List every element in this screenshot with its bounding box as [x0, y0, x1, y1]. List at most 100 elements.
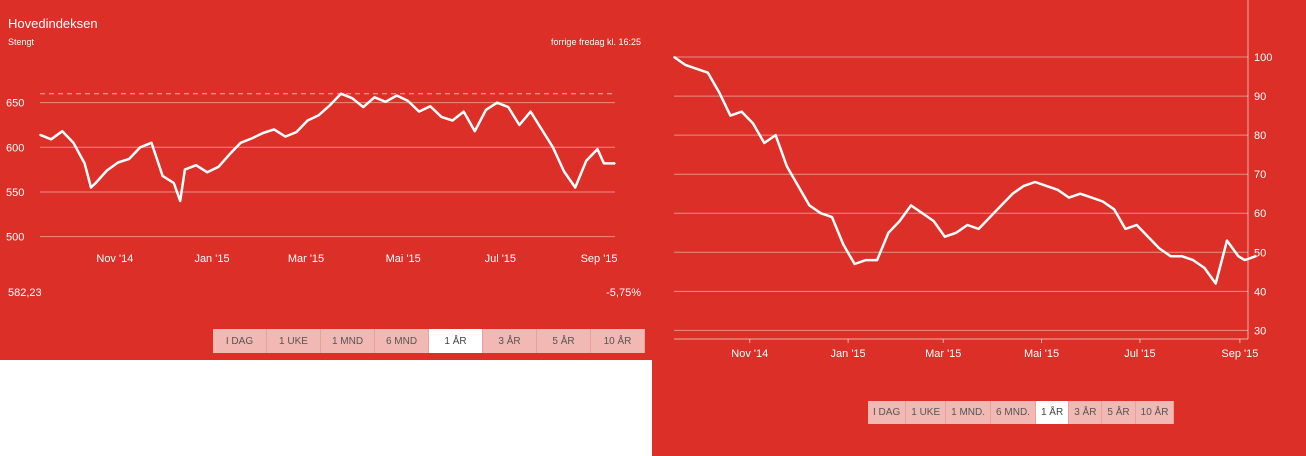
data-point: [1056, 189, 1059, 191]
tab-1-mnd[interactable]: 1 MND: [321, 329, 375, 353]
data-point: [61, 130, 64, 133]
data-point: [989, 216, 991, 218]
x-tick-label: Nov '14: [731, 348, 768, 360]
y-tick-label: 70: [1254, 169, 1266, 181]
data-point: [921, 212, 924, 215]
data-point: [763, 142, 766, 144]
data-point: [284, 135, 287, 138]
data-point: [451, 119, 454, 122]
tab-1-uke[interactable]: 1 UKE: [267, 329, 321, 353]
tab-1-ar[interactable]: 1 ÅR: [1035, 401, 1070, 424]
data-point: [1034, 181, 1036, 183]
data-point: [540, 128, 543, 131]
data-point: [966, 224, 969, 226]
x-tick-label: Nov '14: [96, 253, 133, 265]
y-tick-label: 500: [6, 232, 24, 244]
data-point: [50, 138, 52, 141]
tab-1-uke[interactable]: 1 UKE: [906, 401, 947, 424]
data-point: [1147, 235, 1149, 238]
data-point: [729, 114, 732, 117]
data-point: [797, 185, 799, 187]
data-point: [195, 164, 197, 166]
last-update-timestamp: forrige fredag kl. 16:25: [550, 37, 641, 47]
data-point: [429, 105, 432, 108]
data-point: [831, 216, 833, 218]
data-point: [1203, 267, 1206, 269]
data-point: [351, 97, 353, 99]
tab-i-dag[interactable]: I DAG: [868, 401, 907, 424]
data-point: [1181, 255, 1183, 257]
tab-i-dag[interactable]: I DAG: [213, 329, 267, 353]
data-point: [718, 91, 720, 93]
market-status: Stengt: [8, 37, 35, 47]
data-point: [932, 220, 935, 222]
data-point: [774, 134, 777, 136]
data-point: [106, 169, 108, 172]
data-point: [563, 170, 565, 173]
data-point: [94, 182, 97, 184]
y-tick-label: 50: [1254, 247, 1266, 259]
data-point: [306, 119, 309, 122]
data-point: [496, 101, 498, 104]
data-point: [340, 92, 342, 95]
data-point: [139, 146, 142, 149]
data-point: [707, 71, 709, 74]
x-tick-label: Jan '15: [194, 253, 229, 265]
x-tick-label: Jan '15: [831, 348, 866, 360]
y-tick-label: 80: [1254, 130, 1266, 142]
data-point: [1158, 247, 1161, 250]
tab-1-mnd[interactable]: 1 MND.: [946, 401, 992, 424]
data-point: [440, 116, 443, 118]
data-point: [1255, 255, 1257, 257]
tab-3-ar[interactable]: 3 ÅR: [1069, 401, 1103, 424]
data-point: [614, 162, 616, 165]
data-point: [72, 142, 75, 144]
data-point: [684, 64, 687, 66]
tab-10-ar[interactable]: 10 ÅR: [591, 329, 645, 353]
y-tick-label: 40: [1254, 286, 1266, 298]
data-point: [90, 186, 92, 189]
data-point: [1169, 255, 1172, 257]
data-point: [485, 108, 487, 111]
y-tick-label: 100: [1254, 52, 1272, 64]
y-tick-label: 600: [6, 142, 24, 154]
data-point: [944, 235, 946, 238]
data-point: [462, 110, 465, 113]
data-point: [1090, 196, 1093, 199]
tab-1-ar[interactable]: 1 ÅR: [429, 329, 483, 353]
data-point: [808, 204, 811, 207]
data-point: [217, 166, 220, 168]
data-point: [179, 200, 181, 202]
tab-10-ar[interactable]: 10 ÅR: [1135, 401, 1175, 424]
x-tick-label: Sep '15: [1221, 348, 1258, 360]
period-tabs-right: I DAG 1 UKE 1 MND. 6 MND. 1 ÅR 3 ÅR 5 ÅR…: [868, 401, 1175, 424]
tab-5-ar[interactable]: 5 ÅR: [537, 329, 591, 353]
y-tick-label: 650: [6, 98, 24, 110]
data-point: [695, 67, 698, 70]
tab-6-mnd[interactable]: 6 MND: [375, 329, 429, 353]
tab-5-ar[interactable]: 5 ÅR: [1102, 401, 1136, 424]
data-point: [1079, 192, 1082, 195]
index-value: 582,23: [8, 287, 42, 299]
tab-3-ar[interactable]: 3 ÅR: [483, 329, 537, 353]
data-point: [977, 228, 980, 230]
data-point: [529, 110, 532, 113]
data-point: [317, 114, 320, 116]
data-point: [251, 137, 253, 140]
data-point: [329, 104, 331, 107]
index-change: -5,75%: [606, 287, 641, 299]
data-point: [1124, 228, 1127, 230]
x-tick-label: Mai '15: [386, 253, 421, 265]
data-point: [117, 161, 119, 164]
data-point: [1135, 224, 1138, 226]
data-point: [876, 259, 878, 261]
data-point: [898, 220, 901, 222]
y-tick-label: 90: [1254, 91, 1266, 103]
data-point: [1023, 185, 1025, 187]
data-point: [552, 146, 554, 149]
tab-6-mnd[interactable]: 6 MND.: [991, 401, 1036, 424]
series-line: [673, 55, 1257, 285]
chart-title: Hovedindeksen: [8, 16, 98, 31]
data-point: [83, 162, 86, 165]
data-point: [407, 100, 409, 102]
